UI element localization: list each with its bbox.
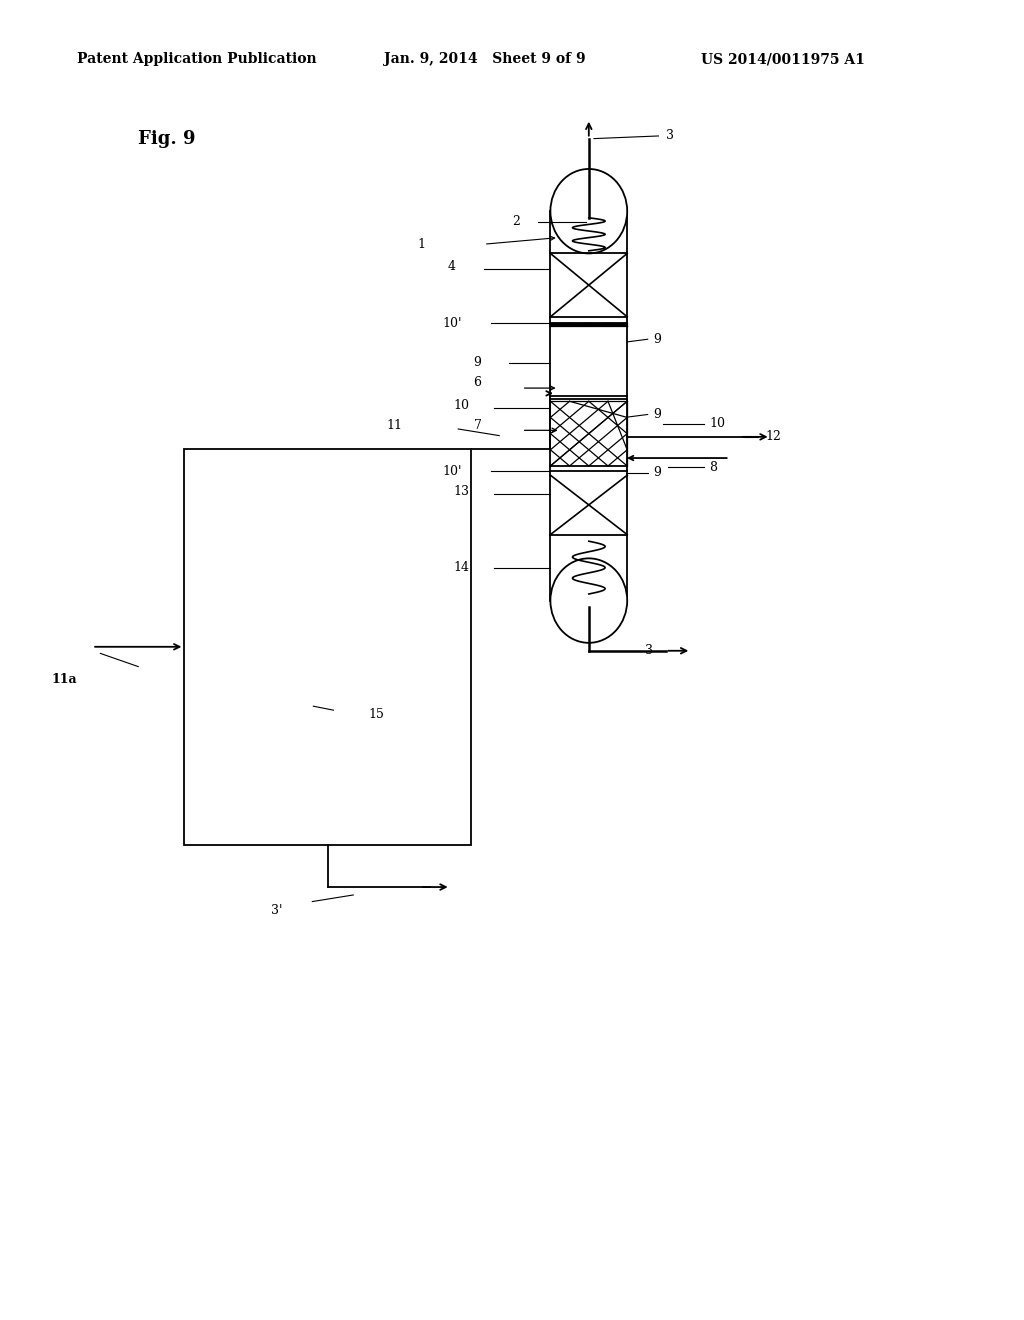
Text: 3: 3 [666, 129, 674, 143]
Text: 9: 9 [653, 408, 660, 421]
Text: 9: 9 [653, 333, 660, 346]
Text: Patent Application Publication: Patent Application Publication [77, 53, 316, 66]
Text: 9: 9 [653, 466, 660, 479]
Text: 3: 3 [645, 644, 653, 657]
Text: 8: 8 [709, 461, 717, 474]
Bar [184, 449, 471, 845]
Text: 1: 1 [418, 238, 425, 251]
Text: 14: 14 [453, 561, 469, 574]
Text: 6: 6 [473, 376, 481, 389]
Text: Jan. 9, 2014   Sheet 9 of 9: Jan. 9, 2014 Sheet 9 of 9 [384, 53, 586, 66]
Text: 4: 4 [449, 260, 456, 273]
Text: 10: 10 [453, 399, 469, 412]
Text: 7: 7 [473, 418, 481, 432]
Ellipse shape [551, 169, 627, 253]
Text: 11a: 11a [51, 673, 77, 686]
Ellipse shape [551, 558, 627, 643]
Text: Fig. 9: Fig. 9 [138, 129, 196, 148]
Text: 9: 9 [473, 356, 481, 370]
Text: 11: 11 [386, 418, 402, 432]
Text: 10': 10' [442, 465, 463, 478]
Text: 10': 10' [442, 317, 463, 330]
Text: 2: 2 [512, 215, 520, 228]
Text: 12: 12 [765, 430, 781, 444]
Text: 10: 10 [709, 417, 725, 430]
Text: US 2014/0011975 A1: US 2014/0011975 A1 [701, 53, 865, 66]
Text: 13: 13 [453, 484, 469, 498]
Bar [551, 211, 627, 601]
Text: 3': 3' [271, 904, 283, 917]
Text: 15: 15 [369, 708, 385, 721]
